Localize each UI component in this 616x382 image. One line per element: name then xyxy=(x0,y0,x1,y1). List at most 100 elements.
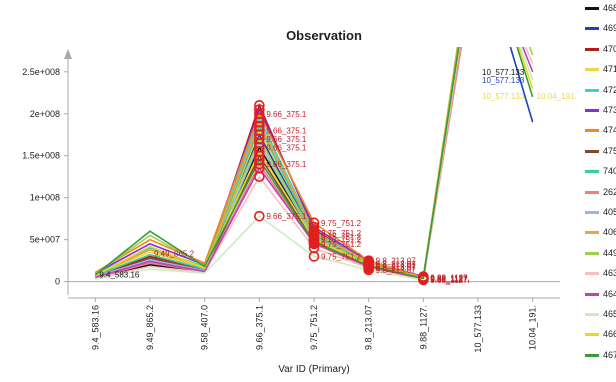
x-tick-label: 9.58_407.0 xyxy=(200,305,210,350)
legend-swatch xyxy=(585,129,599,133)
point-annotation: 9.75_751.2 xyxy=(321,219,362,228)
chart-title: Observation xyxy=(286,28,362,43)
highlight-point xyxy=(254,104,265,115)
x-tick-label: 9.49_865.2 xyxy=(145,305,155,350)
highlight-point xyxy=(363,264,374,276)
point-annotation: 10_577.133 xyxy=(482,76,525,85)
legend-item-469: 469 xyxy=(583,21,616,35)
point-annotation: 9.4_583.16 xyxy=(99,270,140,279)
y-tick-label: 2e+008 xyxy=(30,109,60,119)
legend-item-406: 406 xyxy=(583,225,616,239)
legend-swatch xyxy=(585,27,599,31)
x-tick-label: 10_577.133 xyxy=(473,305,483,353)
legend-label: 471 xyxy=(603,64,616,75)
point-annotation: 9.66_375.1 xyxy=(266,143,307,152)
point-annotation: 9.66_375.1 xyxy=(266,110,307,119)
legend-swatch xyxy=(585,292,599,296)
highlight-point xyxy=(254,210,265,222)
x-tick-label: 9.75_751.2 xyxy=(309,305,319,350)
legend-swatch xyxy=(585,109,599,112)
legend-swatch xyxy=(585,47,599,51)
y-axis-arrow xyxy=(64,49,72,59)
x-tick-label: 10.04_191. xyxy=(528,305,538,350)
point-annotation: 9.66_375.1 xyxy=(266,127,307,136)
legend-label: 262 xyxy=(603,186,616,197)
y-tick-label: 2.5e+008 xyxy=(22,67,60,77)
point-annotation: 9.75_751.2 xyxy=(321,229,362,238)
legend-label: 469 xyxy=(603,23,616,34)
point-annotation: 10_577.133 xyxy=(482,68,525,77)
legend-label: 472 xyxy=(603,84,616,95)
highlight-point xyxy=(254,121,265,132)
point-annotation: 9.88_1127. xyxy=(430,274,469,283)
legend-label: 740 xyxy=(603,166,616,177)
highlight-point xyxy=(308,251,320,262)
point-annotation: 9.8_213.07 xyxy=(376,257,417,266)
x-tick-label: 9.66_375.1 xyxy=(254,305,264,350)
legend-label: 405 xyxy=(603,207,616,217)
legend-item-740: 740 xyxy=(583,164,616,178)
point-annotation: 9.88_1127. xyxy=(430,274,469,283)
series-line-465 xyxy=(95,47,534,281)
legend-item-468: 468 xyxy=(583,1,616,15)
y-tick-label: 1.5e+008 xyxy=(22,151,60,161)
y-tick-label: 0 xyxy=(55,277,60,287)
point-annotation: 9.8_213.07 xyxy=(376,266,417,275)
legend-label: 463 xyxy=(603,268,616,279)
point-annotation: 9.88_1127. xyxy=(430,275,469,284)
x-axis-label: Var ID (Primary) xyxy=(278,364,349,375)
legend-item-472: 472 xyxy=(583,83,616,97)
legend-swatch xyxy=(585,353,599,357)
legend-item-467: 467 xyxy=(583,348,616,362)
x-tick-label: 9.8_213.07 xyxy=(364,305,374,350)
legend-item-405: 405 xyxy=(583,205,616,219)
legend-label: 475 xyxy=(603,145,616,156)
point-annotation: 9.88_1127. xyxy=(430,273,469,282)
point-annotation: 9.8_213.07 xyxy=(376,263,417,272)
highlight-point xyxy=(254,133,265,145)
legend-item-449: 449 xyxy=(583,246,616,260)
highlight-point xyxy=(308,226,320,238)
legend-label: 449 xyxy=(603,247,616,258)
legend-swatch xyxy=(585,251,599,255)
point-annotation: 9.66_375.1 xyxy=(266,160,307,169)
point-annotation: 10_577.133 xyxy=(482,92,525,101)
point-annotation: 9.49_865.2 xyxy=(154,249,195,258)
legend-item-463: 463 xyxy=(583,266,616,280)
legend-swatch xyxy=(585,170,599,174)
highlight-point xyxy=(254,158,265,170)
legend-item-262: 262 xyxy=(583,185,616,199)
highlight-point xyxy=(363,260,374,271)
legend-item-465: 465 xyxy=(583,307,616,321)
highlight-point xyxy=(254,116,265,128)
legend-swatch xyxy=(585,313,599,316)
legend-label: 466 xyxy=(603,329,616,340)
point-annotation: 9.66_375.1 xyxy=(266,212,307,221)
point-annotation: 9.75_751.2 xyxy=(321,252,362,261)
point-annotation: 9.8_213.07 xyxy=(376,260,417,269)
legend-item-464: 464 xyxy=(583,287,616,301)
point-annotation: 9.75_751.2 xyxy=(321,236,362,245)
legend-label: 474 xyxy=(603,125,616,136)
legend-swatch xyxy=(585,231,599,235)
legend-item-470: 470 xyxy=(583,42,616,56)
point-annotation: 9.8_213.07 xyxy=(376,263,417,272)
legend-item-475: 475 xyxy=(583,144,616,158)
x-tick-label: 9.4_583.16 xyxy=(90,305,100,350)
point-annotation: 9.88_1127. xyxy=(430,276,469,285)
legend-item-471: 471 xyxy=(583,62,616,76)
legend-label: 464 xyxy=(603,288,616,299)
x-tick-label: 9.88_1127. xyxy=(418,305,428,349)
highlight-point xyxy=(418,272,429,284)
series-group: 9.66_375.1 9.75_751.2 9.8_213.07 9.88_1127.… xyxy=(94,47,577,286)
point-annotation: 9.75_751.2 xyxy=(321,240,362,249)
legend-swatch xyxy=(585,7,599,10)
legend-swatch xyxy=(585,190,599,194)
highlight-point xyxy=(254,154,265,166)
legend-item-473: 473 xyxy=(583,103,616,117)
legend-swatch xyxy=(585,272,599,276)
point-annotation: 9.8_213.07 xyxy=(376,260,417,269)
legend-swatch xyxy=(585,333,599,337)
y-tick-label: 1e+008 xyxy=(30,193,60,203)
